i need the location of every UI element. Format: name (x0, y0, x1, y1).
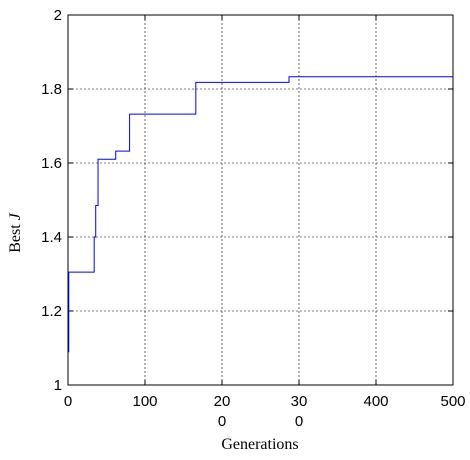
y-tick-label: 1.8 (41, 81, 62, 98)
y-axis-label: Best J (7, 212, 24, 252)
x-tick-label: 30 0 (291, 393, 308, 430)
y-tick-label: 2 (54, 7, 62, 24)
x-tick-label: 500 (440, 393, 465, 410)
x-tick-label: 400 (363, 393, 388, 410)
x-tick-label: 20 0 (214, 393, 231, 430)
x-tick-label-line: 500 (440, 393, 465, 410)
x-tick-label: 0 (64, 393, 72, 410)
x-tick-label-line: 0 (64, 393, 72, 410)
y-tick-label: 1.6 (41, 155, 62, 172)
x-tick-label-line: 20 (214, 393, 231, 410)
series-line (68, 76, 453, 353)
grid-layer (68, 15, 453, 385)
y-tick-label: 1.2 (41, 303, 62, 320)
x-tick-label-line: 30 (291, 393, 308, 410)
x-axis-label: Generations (221, 436, 298, 453)
plot-frame (67, 14, 454, 386)
svg-text:Best J: Best J (7, 212, 24, 252)
x-tick-label-line: 400 (363, 393, 388, 410)
x-tick-label: 100 (132, 393, 157, 410)
x-tick-label-line: 0 (295, 413, 303, 430)
x-tick-label-line: 0 (218, 413, 226, 430)
y-tick-label: 1 (54, 377, 62, 394)
y-axis-label-text: Best (7, 224, 24, 253)
y-tick-label: 1.4 (41, 229, 62, 246)
x-tick-label-line: 100 (132, 393, 157, 410)
y-axis-label-symbol: J (7, 212, 24, 220)
